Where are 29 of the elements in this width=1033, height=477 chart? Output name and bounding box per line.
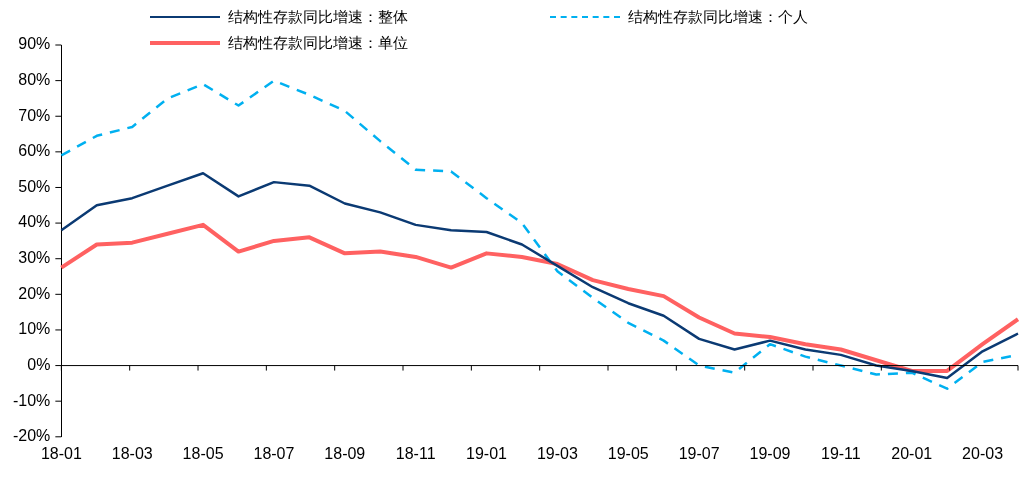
x-tick-label: 18-01 — [40, 444, 82, 462]
x-tick-label: 19-09 — [749, 444, 791, 462]
x-tick-label: 19-05 — [607, 444, 649, 462]
legend-label: 结构性存款同比增速：单位 — [228, 33, 408, 53]
x-tick-label: 19-07 — [678, 444, 720, 462]
y-tick-label: 30% — [18, 249, 51, 267]
x-tick-label: 19-11 — [820, 444, 861, 462]
y-tick-label: 10% — [18, 320, 51, 338]
x-tick-label: 18-11 — [395, 444, 436, 462]
y-tick-label: 90% — [18, 35, 51, 53]
y-tick-label: 80% — [18, 71, 51, 89]
x-tick-label: 18-09 — [324, 444, 366, 462]
legend-label: 结构性存款同比增速：个人 — [628, 7, 808, 27]
x-tick-label: 18-05 — [182, 444, 224, 462]
x-tick-label: 18-07 — [253, 444, 295, 462]
y-tick-label: 20% — [18, 284, 51, 302]
x-tick-label: 18-03 — [111, 444, 153, 462]
legend-label: 结构性存款同比增速：整体 — [228, 7, 408, 27]
y-tick-label: 40% — [18, 213, 51, 231]
x-tick-label: 19-01 — [466, 444, 508, 462]
y-tick-label: -20% — [12, 427, 51, 445]
y-tick-label: 70% — [18, 106, 51, 124]
x-tick-label: 20-01 — [891, 444, 933, 462]
y-tick-label: 0% — [27, 355, 51, 373]
y-tick-label: 60% — [18, 142, 51, 160]
x-tick-label: 20-03 — [962, 444, 1004, 462]
y-tick-label: -10% — [12, 391, 51, 409]
x-tick-label: 19-03 — [536, 444, 578, 462]
y-tick-label: 50% — [18, 177, 51, 195]
